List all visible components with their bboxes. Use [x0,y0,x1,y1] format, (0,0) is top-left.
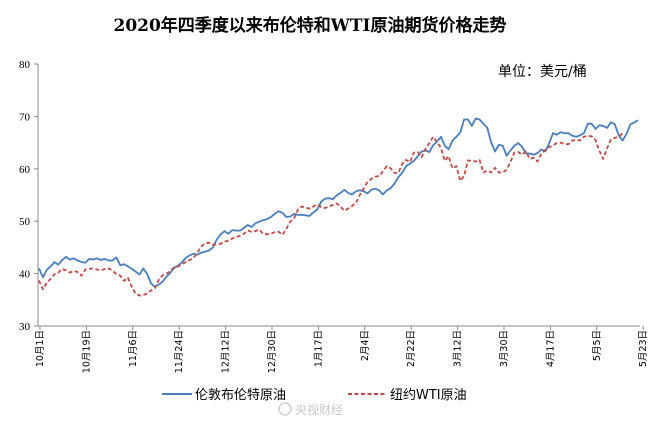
legend-label-wti: 纽约WTI原油 [390,388,467,403]
series-line-wti [38,132,624,297]
y-tick-label: 70 [19,111,31,123]
x-tick-label: 10月1日 [35,330,46,367]
x-tick-label: 2月4日 [360,330,371,361]
x-tick-label: 5月5日 [592,330,603,361]
x-tick-label: 1月17日 [313,330,324,367]
y-tick-label: 40 [19,269,31,281]
y-tick-label: 60 [19,164,31,176]
x-tick-label: 3月12日 [453,330,464,367]
watermark-text: 央视财经 [295,402,343,417]
x-tick-label: 3月30日 [499,330,510,367]
x-tick-label: 12月12日 [221,330,232,373]
y-tick-label: 30 [19,321,31,333]
x-tick-label: 11月6日 [128,330,139,367]
chart-title: 2020年四季度以来布伦特和WTI原油期货价格走势 [113,15,506,36]
weibo-logo-icon [278,402,292,416]
x-tick-label: 10月19日 [81,330,92,373]
x-axis-ticks: 10月1日 10月19日 11月6日 11月24日 12月12日 12月30日 1月17日 2… [35,326,649,373]
legend-label-brent: 伦敦布伦特原油 [195,387,286,403]
watermark: 央视财经 [278,402,343,417]
x-tick-label: 5月23日 [638,330,649,367]
legend: 伦敦布伦特原油 纽约WTI原油 [162,387,467,403]
x-tick-label: 4月17日 [545,330,556,367]
y-tick-label: 50 [19,216,31,228]
x-tick-label: 2月22日 [406,330,417,367]
y-tick-label: 80 [19,59,31,71]
x-tick-label: 11月24日 [174,330,185,373]
series-line-brent [38,117,639,288]
series-lines [38,117,639,297]
x-tick-label: 12月30日 [267,330,278,373]
unit-label: 单位：美元/桶 [498,64,587,80]
y-axis-ticks: 30 40 50 60 70 80 [19,59,38,333]
